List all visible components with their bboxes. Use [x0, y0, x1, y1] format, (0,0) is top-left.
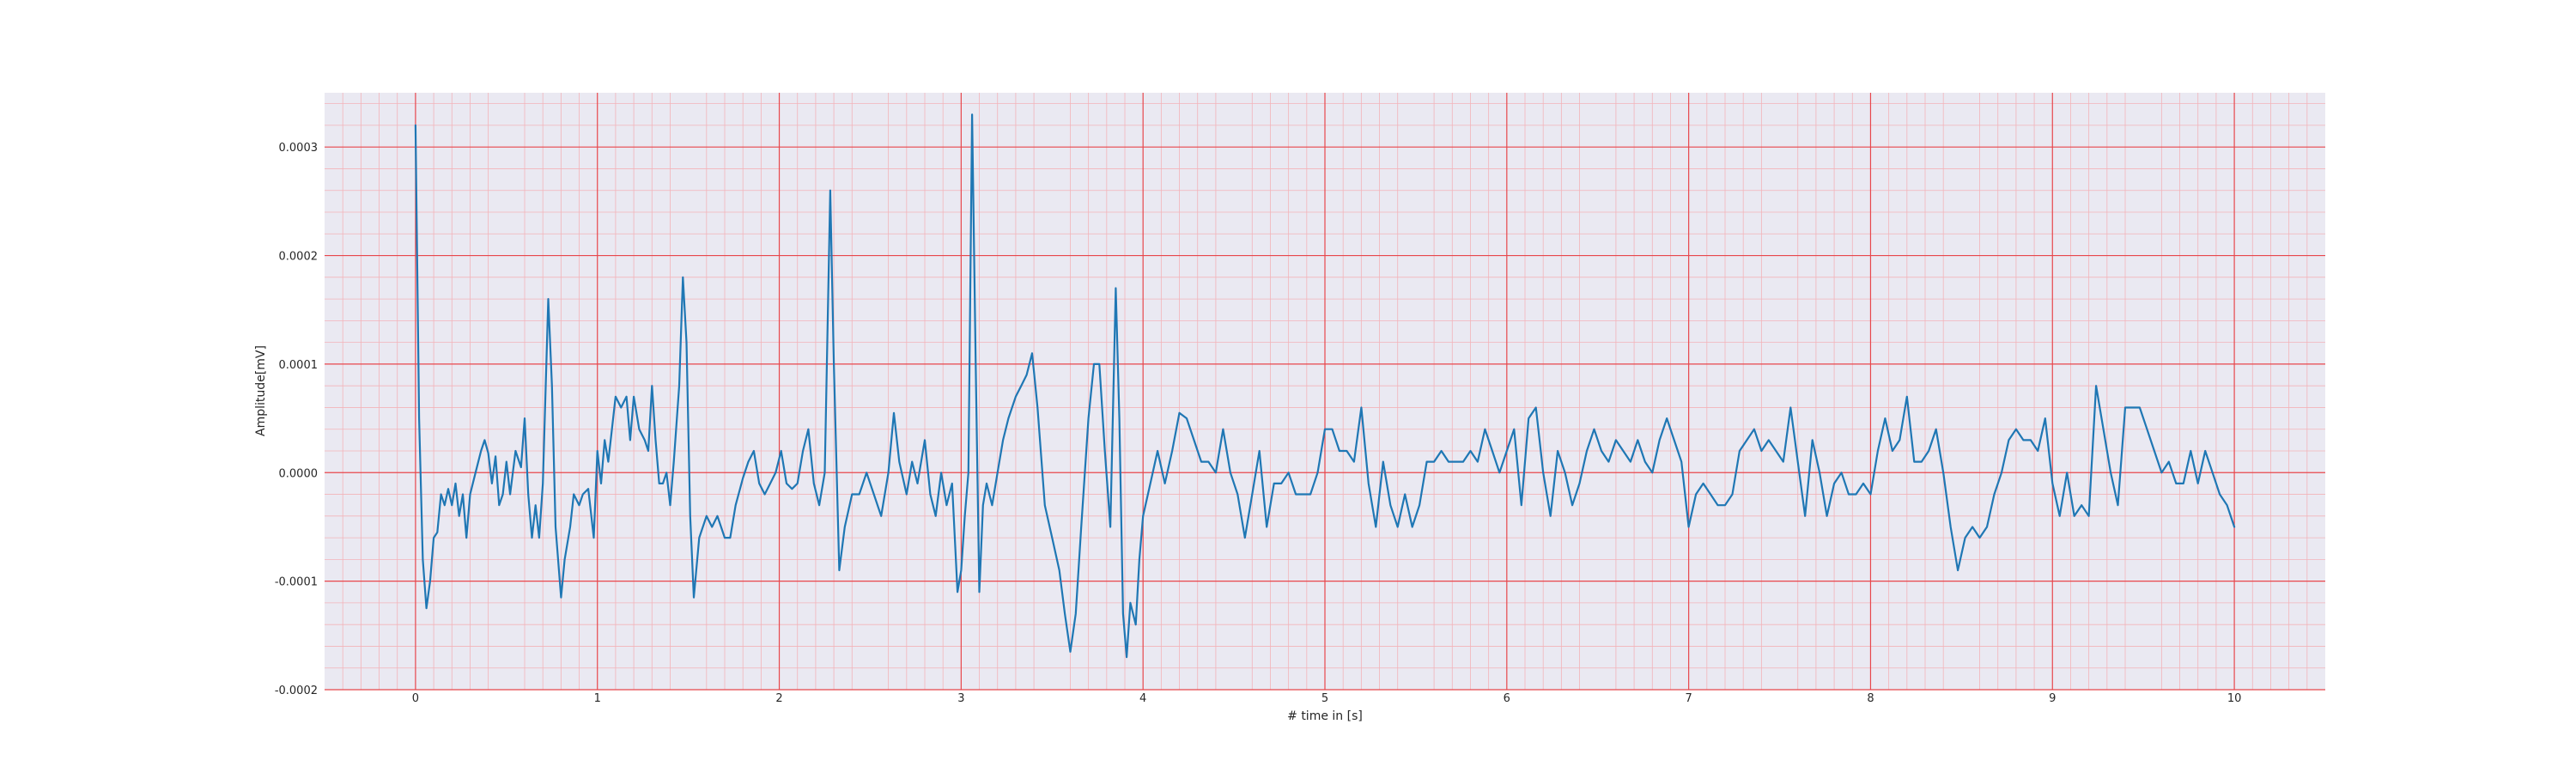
x-axis-label: # time in [s] — [1287, 709, 1363, 723]
y-tick-label: 0.0000 — [279, 467, 319, 480]
y-axis-ticks: -0.0002 -0.0001 0.0000 0.0001 0.0002 0.0003 — [275, 142, 318, 697]
y-tick-label: -0.0002 — [275, 685, 318, 697]
x-tick-label: 1 — [594, 692, 601, 705]
x-tick-label: 5 — [1321, 692, 1328, 705]
x-tick-label: 2 — [775, 692, 782, 705]
series-line — [414, 113, 2236, 659]
y-axis-label: Amplitude[mV] — [254, 345, 268, 436]
x-tick-label: 3 — [957, 692, 964, 705]
x-tick-label: 10 — [2227, 692, 2242, 705]
y-tick-label: 0.0003 — [279, 142, 319, 155]
x-tick-label: 8 — [1867, 692, 1874, 705]
x-tick-label: 4 — [1139, 692, 1146, 705]
series-group — [414, 113, 2236, 659]
minor-grid — [325, 93, 2325, 690]
y-tick-label: 0.0001 — [279, 359, 319, 372]
x-tick-label: 6 — [1504, 692, 1510, 705]
x-axis-ticks: 0 1 2 3 4 5 6 7 8 9 10 — [412, 692, 2242, 705]
y-tick-label: -0.0001 — [275, 576, 318, 589]
x-tick-label: 7 — [1685, 692, 1692, 705]
major-grid — [325, 93, 2325, 691]
x-tick-label: 0 — [412, 692, 419, 705]
x-tick-label: 9 — [2049, 692, 2056, 705]
y-tick-label: 0.0002 — [279, 251, 319, 264]
